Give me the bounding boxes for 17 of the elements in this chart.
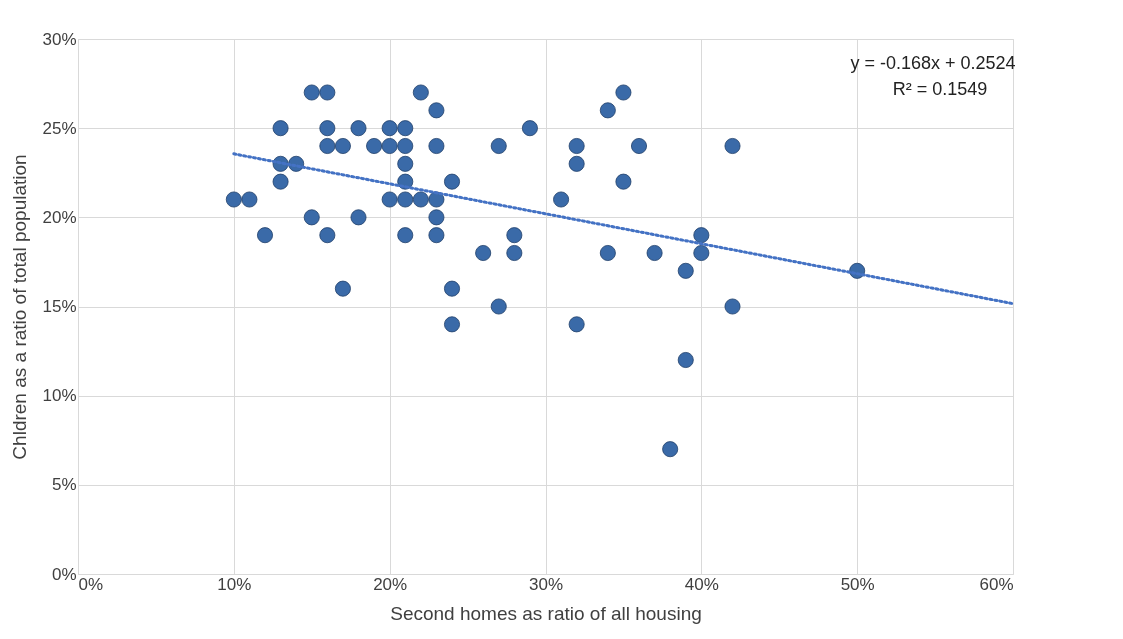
x-tick-label: 60% [979,574,1014,594]
y-tick-label: 5% [51,475,77,495]
annotation: y = -0.168x + 0.2524 [850,53,1016,73]
x-tick-label: 0% [78,574,104,594]
x-axis-title: Second homes as ratio of all housing [390,602,702,624]
x-tick-label: 20% [373,574,408,594]
y-tick-label: 25% [42,118,77,138]
x-tick-label: 10% [217,574,252,594]
x-tick-label: 30% [528,574,564,594]
y-tick-label: 10% [42,386,77,406]
x-tick-label: 50% [840,574,875,594]
y-tick-label: 15% [42,297,77,316]
y-axis-title: Chldren as a ratio of total population [9,154,31,460]
y-tick-label: 30% [42,29,77,49]
annotation: R² = 0.1549 [892,79,988,99]
y-tick-label: 20% [42,207,77,227]
x-tick-label: 40% [684,574,719,594]
